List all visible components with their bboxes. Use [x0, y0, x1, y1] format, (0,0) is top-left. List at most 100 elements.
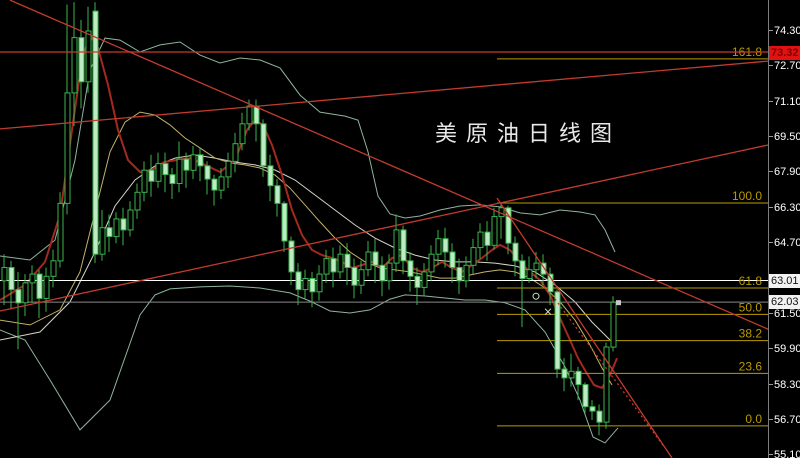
axis-tick: 74.30 [769, 25, 800, 37]
candle-bull-body [232, 143, 239, 162]
candle-bear-body [120, 218, 127, 231]
candle-bear-body [554, 291, 561, 370]
candle-bear-body [582, 384, 589, 408]
axis-tick-dash [769, 419, 773, 420]
candle-bull-body [1, 267, 8, 282]
candle-bear-body [512, 242, 519, 262]
candle-bear-body [442, 238, 449, 253]
candle-bull-body [491, 216, 498, 246]
price-axis[interactable]: 74.30 72.70 71.10 69.50 67.90 66.30 64.70 61.50… [768, 0, 800, 458]
candle-bull-body [64, 92, 71, 204]
candle-bear-body [274, 185, 281, 204]
axis-tick-dash [769, 207, 773, 208]
candle-bear-body [8, 267, 15, 291]
axis-tick-dash [769, 171, 773, 172]
axis-tick-dash [769, 313, 773, 314]
candle-bear-body [183, 158, 190, 171]
candle-bull-body [477, 231, 484, 249]
candle-bear-body [519, 260, 526, 279]
candle-bull-body [113, 218, 120, 238]
trendline-red-dotted [551, 294, 666, 449]
candle-bear-body [505, 207, 512, 244]
axis-tick-dash [769, 65, 773, 66]
axis-tick: 56.70 [769, 414, 800, 426]
candle-bull-body [435, 238, 442, 255]
candle-bear-body [379, 264, 386, 282]
candle-bull-body [99, 227, 106, 255]
candle-bull-body [141, 169, 148, 193]
candle-bear-body [456, 267, 463, 282]
trendline-red [0, 60, 769, 130]
axis-tick-dash [769, 242, 773, 243]
fib-level-label: 100.0 [732, 189, 762, 203]
candle-bull-body [470, 247, 477, 266]
candle-bear-body [260, 123, 267, 167]
candle-bull-body [127, 209, 134, 231]
trendline-red [0, 144, 769, 312]
bollinger-lower-band [0, 285, 619, 444]
axis-tick-dash [769, 136, 773, 137]
bollinger-upper-band [0, 37, 616, 261]
candle-bull-body [358, 269, 365, 286]
candle-bull-body [85, 30, 92, 83]
candle-bull-body [463, 264, 470, 282]
axis-tick: 69.50 [769, 131, 800, 143]
trendline-red [9, 0, 771, 331]
candle-bull-body [190, 154, 197, 171]
candle-bear-body [372, 251, 379, 266]
candle-bull-body [29, 273, 36, 284]
candle-bull-body [155, 163, 162, 182]
axis-tick: 72.70 [769, 60, 800, 72]
candle-bull-body [365, 251, 372, 271]
candle-bull-body [218, 176, 225, 191]
candle-bull-body [239, 123, 246, 145]
price-box-73.32: 73.32 [769, 46, 800, 60]
axis-tick-label: 67.90 [774, 166, 800, 178]
current-price-marker-icon [616, 300, 621, 306]
axis-tick-label: 69.50 [774, 131, 800, 143]
axis-tick-label: 72.70 [774, 60, 800, 72]
candle-bull-body [421, 271, 428, 288]
chart-title: 美原油日线图 [435, 122, 622, 147]
candle-bull-body [428, 253, 435, 273]
candle-bear-body [78, 37, 85, 83]
axis-tick: 71.10 [769, 96, 800, 108]
candle-bull-body [603, 346, 610, 423]
candle-bull-body [71, 37, 78, 94]
axis-tick-label: 66.30 [774, 202, 800, 214]
axis-tick-dash [769, 348, 773, 349]
candle-bear-body [288, 240, 295, 273]
candle-bull-body [302, 278, 309, 291]
candle-bull-body [246, 105, 253, 125]
axis-tick-dash [769, 384, 773, 385]
candle-bull-body [568, 370, 575, 379]
axis-tick: 61.50 [769, 308, 800, 320]
candle-bull-body [50, 260, 57, 277]
axis-tick-label: 61.50 [774, 308, 800, 320]
candle-bear-body [351, 267, 358, 286]
candle-bull-body [386, 262, 393, 282]
axis-tick: 58.30 [769, 379, 800, 391]
candle-bear-body [596, 410, 603, 423]
candle-bull-body [176, 158, 183, 184]
axis-tick-label: 74.30 [774, 25, 800, 37]
candle-bull-body [22, 282, 29, 304]
candle-bear-body [414, 275, 421, 288]
candle-bear-body [148, 169, 155, 182]
candle-bear-body [197, 154, 204, 167]
candle-bear-body [344, 253, 351, 268]
axis-tick-label: 59.90 [774, 343, 800, 355]
candle-bear-body [15, 289, 22, 304]
star-marker-icon [544, 308, 552, 316]
candle-bear-body [484, 231, 491, 246]
candle-bull-body [533, 262, 540, 271]
candle-bear-body [92, 10, 99, 255]
trendline-red [496, 197, 673, 458]
candle-bear-body [169, 174, 176, 184]
candles-layer [1, 2, 617, 436]
circle-marker-icon [532, 292, 540, 300]
candle-bear-body [36, 273, 43, 299]
axis-tick-label: 55.10 [774, 449, 800, 458]
